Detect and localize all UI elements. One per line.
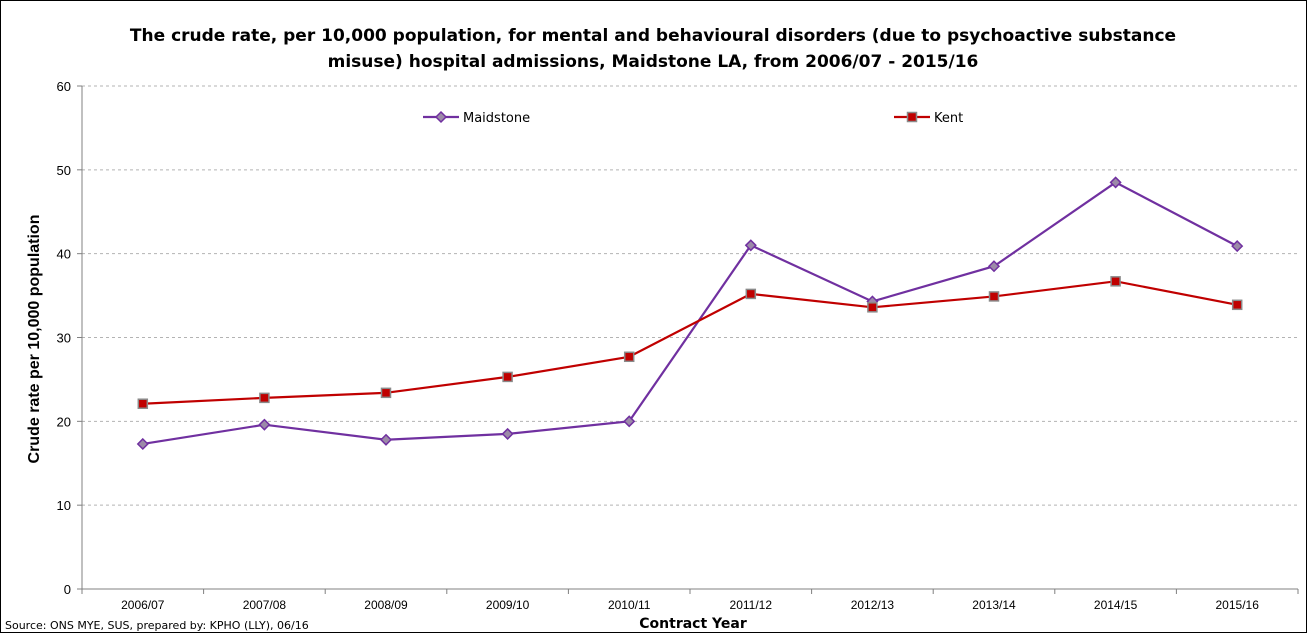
- data-point-kent: [745, 288, 757, 300]
- data-point-kent: [867, 302, 878, 313]
- y-tick-label: 50: [57, 163, 71, 178]
- series-line-maidstone: [142, 181, 1238, 446]
- data-point-kent: [502, 371, 513, 383]
- data-point-maidstone: [1231, 240, 1244, 253]
- x-tick-label: 2006/07: [121, 598, 165, 612]
- source-note: Source: ONS MYE, SUS, prepared by: KPHO …: [5, 619, 309, 632]
- y-axis-ticks: 0 10 20 30 40 50 60: [57, 79, 82, 597]
- data-point-maidstone: [623, 415, 636, 428]
- data-point-kent: [1231, 299, 1243, 311]
- data-point-maidstone: [501, 427, 514, 440]
- chart-title-line-1: The crude rate, per 10,000 population, f…: [130, 26, 1176, 46]
- data-point-maidstone: [258, 418, 271, 431]
- legend-label-kent: Kent: [934, 111, 963, 126]
- series-line-kent: [142, 280, 1238, 405]
- data-point-maidstone: [744, 239, 757, 252]
- x-tick-label: 2010/11: [608, 598, 651, 612]
- data-point-kent: [1110, 276, 1121, 287]
- data-point-maidstone: [987, 260, 1001, 273]
- x-tick-label: 2011/12: [730, 598, 773, 612]
- data-point-kent: [137, 398, 149, 409]
- x-tick-label: 2015/16: [1216, 598, 1260, 612]
- x-tick-label: 2012/13: [851, 598, 895, 612]
- x-tick-label: 2009/10: [486, 598, 530, 612]
- data-point-kent: [380, 387, 392, 399]
- x-tick-label: 2014/15: [1094, 598, 1138, 612]
- legend-marker-kent: [906, 111, 918, 123]
- y-tick-label: 40: [57, 247, 71, 262]
- y-tick-label: 10: [57, 498, 71, 513]
- y-tick-label: 30: [57, 331, 71, 346]
- y-tick-label: 20: [57, 414, 71, 429]
- legend-marker-maidstone: [434, 110, 448, 124]
- y-axis-label: Crude rate per 10,000 population: [26, 215, 43, 464]
- series-lines: [136, 176, 1244, 451]
- gridlines: [82, 85, 1298, 506]
- data-point-maidstone: [136, 437, 149, 451]
- data-point-kent: [259, 392, 270, 404]
- data-point-kent: [988, 291, 1000, 302]
- x-axis-label: Contract Year: [639, 616, 747, 632]
- x-tick-label: 2007/08: [243, 598, 287, 612]
- x-axis-ticks: 2006/07 2007/08 2008/09 2009/10 2010/11 2011/…: [81, 589, 1299, 612]
- x-tick-label: 2008/09: [364, 598, 408, 612]
- x-tick-label: 2013/14: [972, 598, 1016, 612]
- data-point-kent: [623, 351, 635, 363]
- data-point-maidstone: [1109, 176, 1122, 189]
- data-point-maidstone: [379, 433, 393, 446]
- y-tick-label: 60: [57, 79, 71, 94]
- legend: Maidstone Kent: [423, 110, 963, 126]
- y-tick-label: 0: [64, 582, 71, 597]
- chart-title-line-2: misuse) hospital admissions, Maidstone L…: [328, 52, 979, 72]
- legend-label-maidstone: Maidstone: [463, 111, 530, 126]
